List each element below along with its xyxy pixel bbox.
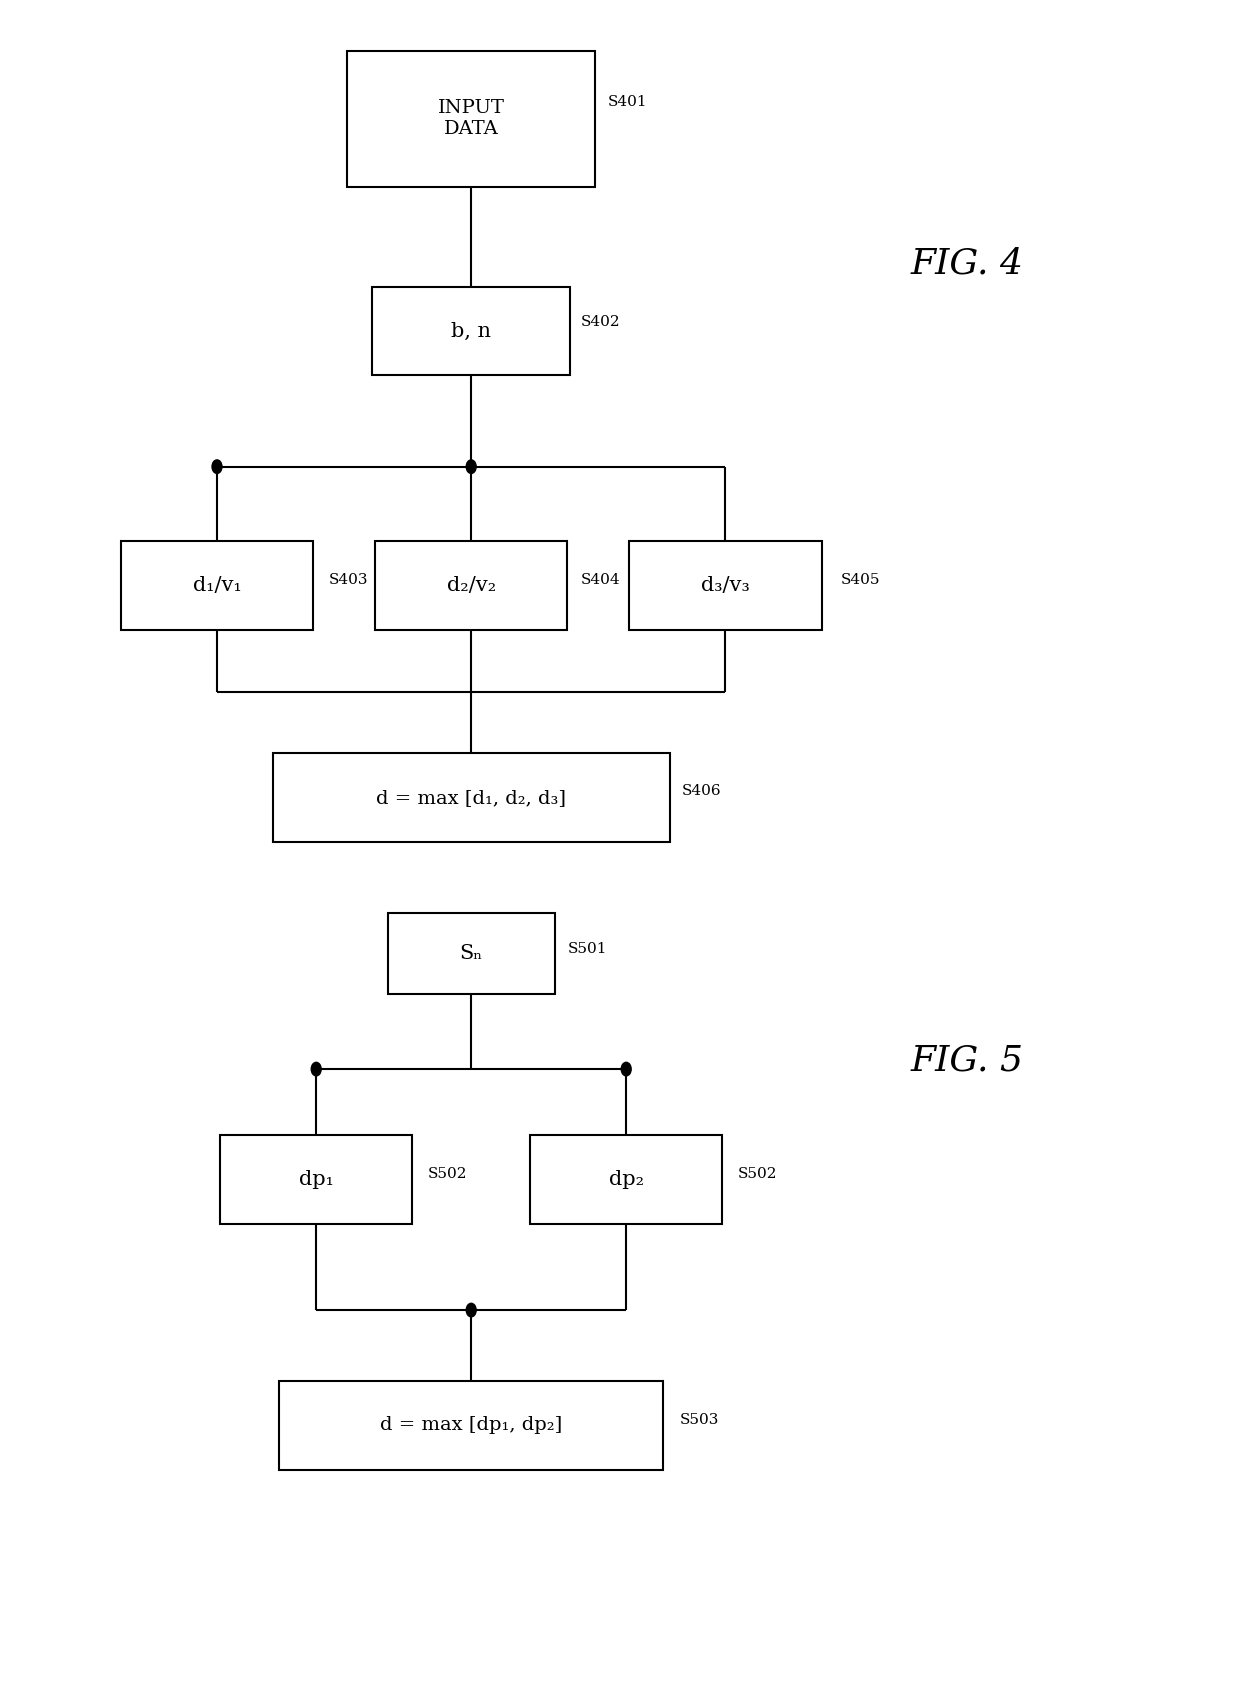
FancyBboxPatch shape — [531, 1135, 722, 1224]
Circle shape — [311, 1062, 321, 1076]
Circle shape — [466, 460, 476, 473]
FancyBboxPatch shape — [120, 541, 312, 630]
Text: INPUT
DATA: INPUT DATA — [438, 100, 505, 137]
Circle shape — [466, 1303, 476, 1317]
Text: b, n: b, n — [451, 321, 491, 341]
FancyBboxPatch shape — [273, 753, 670, 842]
FancyBboxPatch shape — [372, 287, 570, 375]
Text: d₂/v₂: d₂/v₂ — [446, 575, 496, 596]
Text: S502: S502 — [428, 1168, 467, 1181]
Text: d = max [dp₁, dp₂]: d = max [dp₁, dp₂] — [381, 1417, 562, 1434]
Text: S403: S403 — [329, 574, 368, 587]
Text: S401: S401 — [608, 95, 647, 109]
Text: S405: S405 — [841, 574, 880, 587]
Text: d₁/v₁: d₁/v₁ — [192, 575, 242, 596]
Circle shape — [621, 1062, 631, 1076]
Text: dp₂: dp₂ — [609, 1169, 644, 1190]
Text: d₃/v₃: d₃/v₃ — [701, 575, 750, 596]
Text: d = max [d₁, d₂, d₃]: d = max [d₁, d₂, d₃] — [376, 789, 567, 806]
FancyBboxPatch shape — [347, 51, 595, 187]
Text: S404: S404 — [580, 574, 620, 587]
Text: Sₙ: Sₙ — [460, 944, 482, 964]
Text: S406: S406 — [682, 784, 722, 798]
Text: S402: S402 — [580, 316, 620, 329]
Text: S501: S501 — [568, 942, 608, 955]
FancyBboxPatch shape — [629, 541, 821, 630]
FancyBboxPatch shape — [387, 913, 556, 994]
Text: dp₁: dp₁ — [299, 1169, 334, 1190]
Text: FIG. 4: FIG. 4 — [910, 246, 1024, 280]
FancyBboxPatch shape — [374, 541, 568, 630]
Text: FIG. 5: FIG. 5 — [910, 1044, 1024, 1078]
FancyBboxPatch shape — [221, 1135, 412, 1224]
FancyBboxPatch shape — [279, 1381, 663, 1470]
Text: S502: S502 — [738, 1168, 777, 1181]
Text: S503: S503 — [680, 1414, 719, 1427]
Circle shape — [212, 460, 222, 473]
